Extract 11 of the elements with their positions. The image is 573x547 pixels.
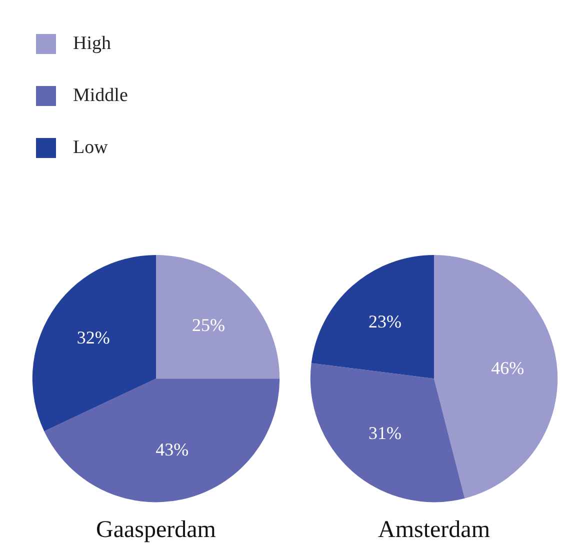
data-label: 46% — [491, 358, 524, 378]
legend-label: Middle — [73, 85, 128, 107]
data-label: 43% — [156, 440, 189, 460]
data-label: 31% — [368, 422, 402, 443]
data-label: 32% — [76, 328, 110, 348]
legend-label: Low — [73, 137, 108, 159]
text: Amsterdam — [378, 516, 490, 543]
data-label: 23% — [368, 312, 402, 332]
data-label: 25% — [192, 314, 225, 335]
legend-label: High — [73, 33, 111, 55]
text: Gaasperdam — [96, 516, 216, 543]
